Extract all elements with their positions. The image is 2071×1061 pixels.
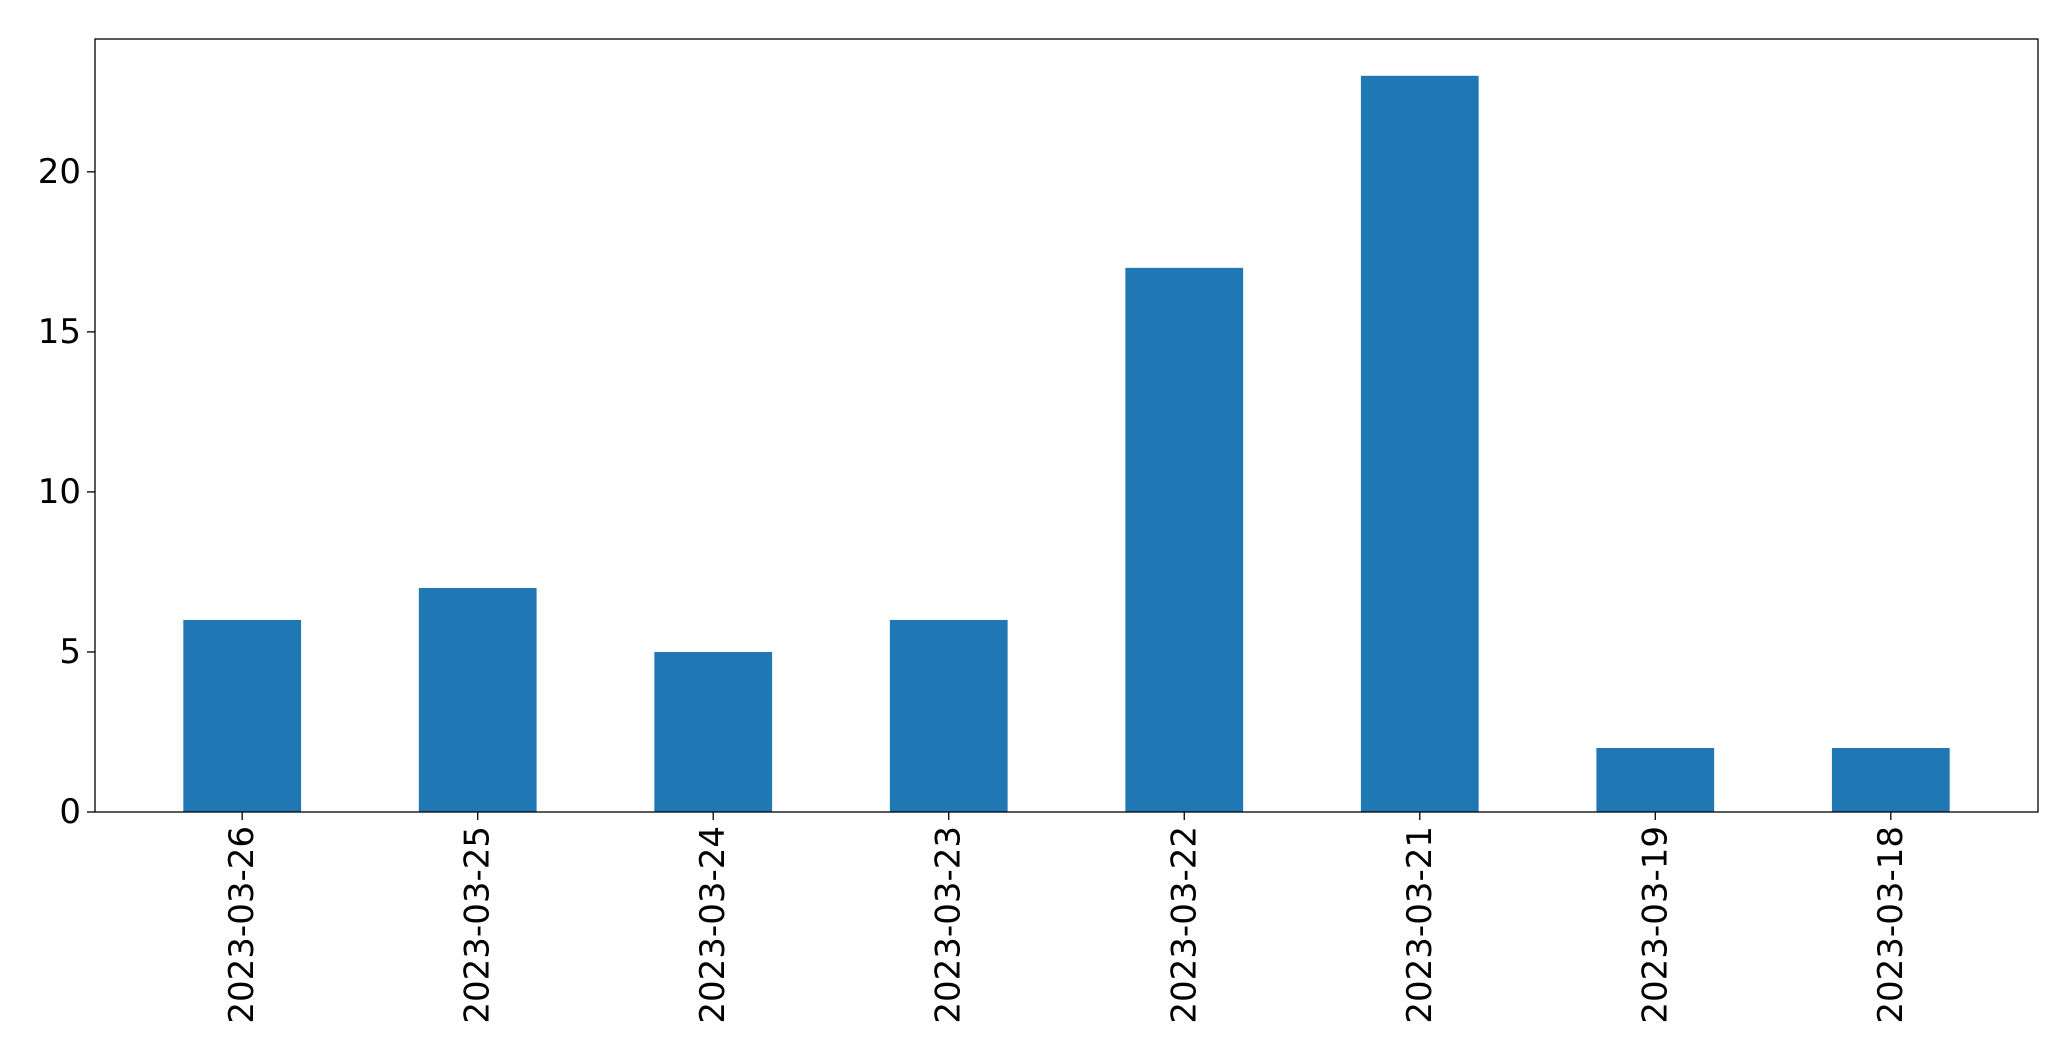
bar-2023-03-26 [183,619,302,812]
x-tick-label: 2023-03-18 [1871,826,1911,1024]
x-tick-label: 2023-03-22 [1164,826,1204,1024]
bar-2023-03-21 [1360,75,1479,813]
y-tick-label: 15 [38,312,81,352]
y-tick-label: 0 [59,792,81,832]
bar-2023-03-19 [1596,747,1715,812]
x-tick-label: 2023-03-21 [1400,826,1440,1024]
x-tick-label: 2023-03-25 [458,826,498,1024]
y-tick-label: 5 [59,632,81,672]
bar-series [183,75,1950,813]
plot-area-frame [94,38,2039,813]
y-tick-label: 20 [38,152,81,192]
x-tick-label: 2023-03-19 [1635,826,1675,1024]
bar-2023-03-18 [1831,747,1950,812]
y-tick-label: 10 [38,472,81,512]
x-axis: 2023-03-26 2023-03-25 2023-03-24 2023-03-23… [222,812,1911,1024]
bar-2023-03-23 [889,619,1008,812]
bar-2023-03-25 [418,587,537,812]
bar-2023-03-22 [1125,267,1244,812]
bar-2023-03-24 [654,651,773,812]
x-tick-label: 2023-03-23 [929,826,969,1024]
x-tick-label: 2023-03-26 [222,826,262,1024]
y-axis: 0 5 10 15 20 [38,152,95,832]
x-tick-label: 2023-03-24 [693,826,733,1024]
